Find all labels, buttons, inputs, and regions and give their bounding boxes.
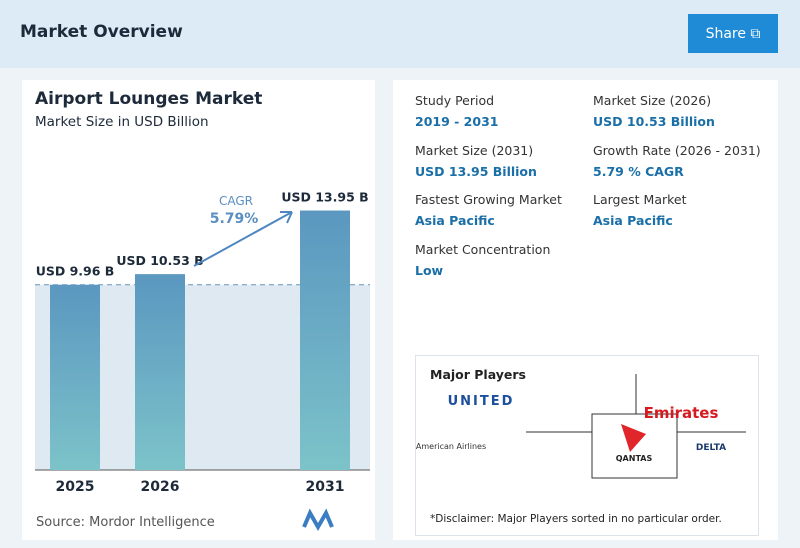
stat-value: 5.79 % CAGR	[593, 163, 684, 179]
major-players: Major Players UNITED Emirates American Air…	[415, 355, 759, 536]
stat-value: 2019 - 2031	[415, 114, 499, 129]
stat-label: Largest Market	[593, 192, 687, 207]
stat: Market Size (2031) USD 13.95 Billion	[415, 143, 590, 179]
logo	[302, 508, 334, 532]
stat: Market Size (2026) USD 10.53 Billion	[593, 93, 768, 129]
cagr-value: 5.79%	[210, 211, 259, 227]
page-title: Market Overview	[20, 22, 183, 42]
player-logo: Emirates	[644, 404, 719, 422]
stat-label: Market Size (2026)	[593, 93, 712, 108]
value-label: USD 13.95 B	[281, 190, 368, 205]
stat-label: Growth Rate (2026 - 2031)	[593, 142, 761, 158]
stat: Largest Market Asia Pacific	[593, 192, 768, 228]
player-logo: UNITED	[448, 394, 515, 409]
stat-label: Study Period	[415, 93, 495, 108]
chart: Airport Lounges Market Market Size in US…	[35, 89, 370, 532]
x-tick-label: 2025	[56, 479, 95, 495]
stat-label: Market Concentration	[415, 241, 551, 257]
stat-value: Low	[415, 262, 444, 278]
logos: UNITED Emirates American Airlines QANTAS DEL…	[416, 374, 746, 479]
chart-title: Airport Lounges Market	[35, 89, 262, 109]
cagr-label: CAGR	[219, 194, 253, 208]
source: Source: Mordor Intelligence	[36, 515, 215, 530]
player-logo: American Airlines	[416, 442, 486, 451]
players-title: Major Players	[430, 367, 526, 382]
chart-subtitle: Market Size in USD Billion	[35, 114, 209, 130]
cagr-arrowhead	[280, 211, 293, 224]
cagr-arrow	[193, 211, 293, 267]
share-button[interactable]: Share ⧉	[688, 14, 778, 53]
value-label: USD 9.96 B	[36, 264, 115, 279]
chart-card: Airport Lounges Market Market Size in US…	[22, 80, 375, 540]
bar	[300, 210, 350, 470]
share-label: Share	[705, 25, 746, 42]
header: Market Overview Share ⧉	[0, 0, 800, 68]
x-tick-label: 2026	[141, 479, 180, 495]
stat: Fastest Growing Market Asia Pacific	[415, 192, 590, 228]
player-logo: QANTAS	[616, 454, 653, 463]
stat-value: USD 10.53 Billion	[593, 114, 715, 129]
summary-card: Study Period 2019 - 2031 Market Size (2026…	[393, 80, 778, 540]
bar	[135, 274, 185, 470]
stat-value: Asia Pacific	[593, 213, 673, 228]
stat-label: Fastest Growing Market	[415, 192, 562, 207]
disclaimer: *Disclaimer: Major Players sorted in no …	[430, 513, 722, 525]
value-label: USD 10.53 B	[116, 253, 203, 268]
stat-label: Market Size (2031)	[415, 142, 534, 158]
player-logo: DELTA	[696, 443, 726, 453]
stat-value: Asia Pacific	[415, 213, 495, 228]
stat-value: USD 13.95 Billion	[415, 163, 537, 179]
stat: Market Concentration Low	[415, 242, 590, 278]
bar	[50, 284, 100, 470]
stat: Growth Rate (2026 - 2031) 5.79 % CAGR	[593, 143, 768, 179]
stat: Study Period 2019 - 2031	[415, 93, 590, 129]
x-tick-label: 2031	[306, 479, 345, 495]
